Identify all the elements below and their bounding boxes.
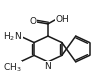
Text: OH: OH: [56, 15, 70, 24]
Text: O: O: [30, 17, 37, 26]
Text: CH$_3$: CH$_3$: [3, 61, 22, 74]
Text: N: N: [45, 62, 51, 71]
Text: H$_2$N: H$_2$N: [3, 31, 22, 43]
